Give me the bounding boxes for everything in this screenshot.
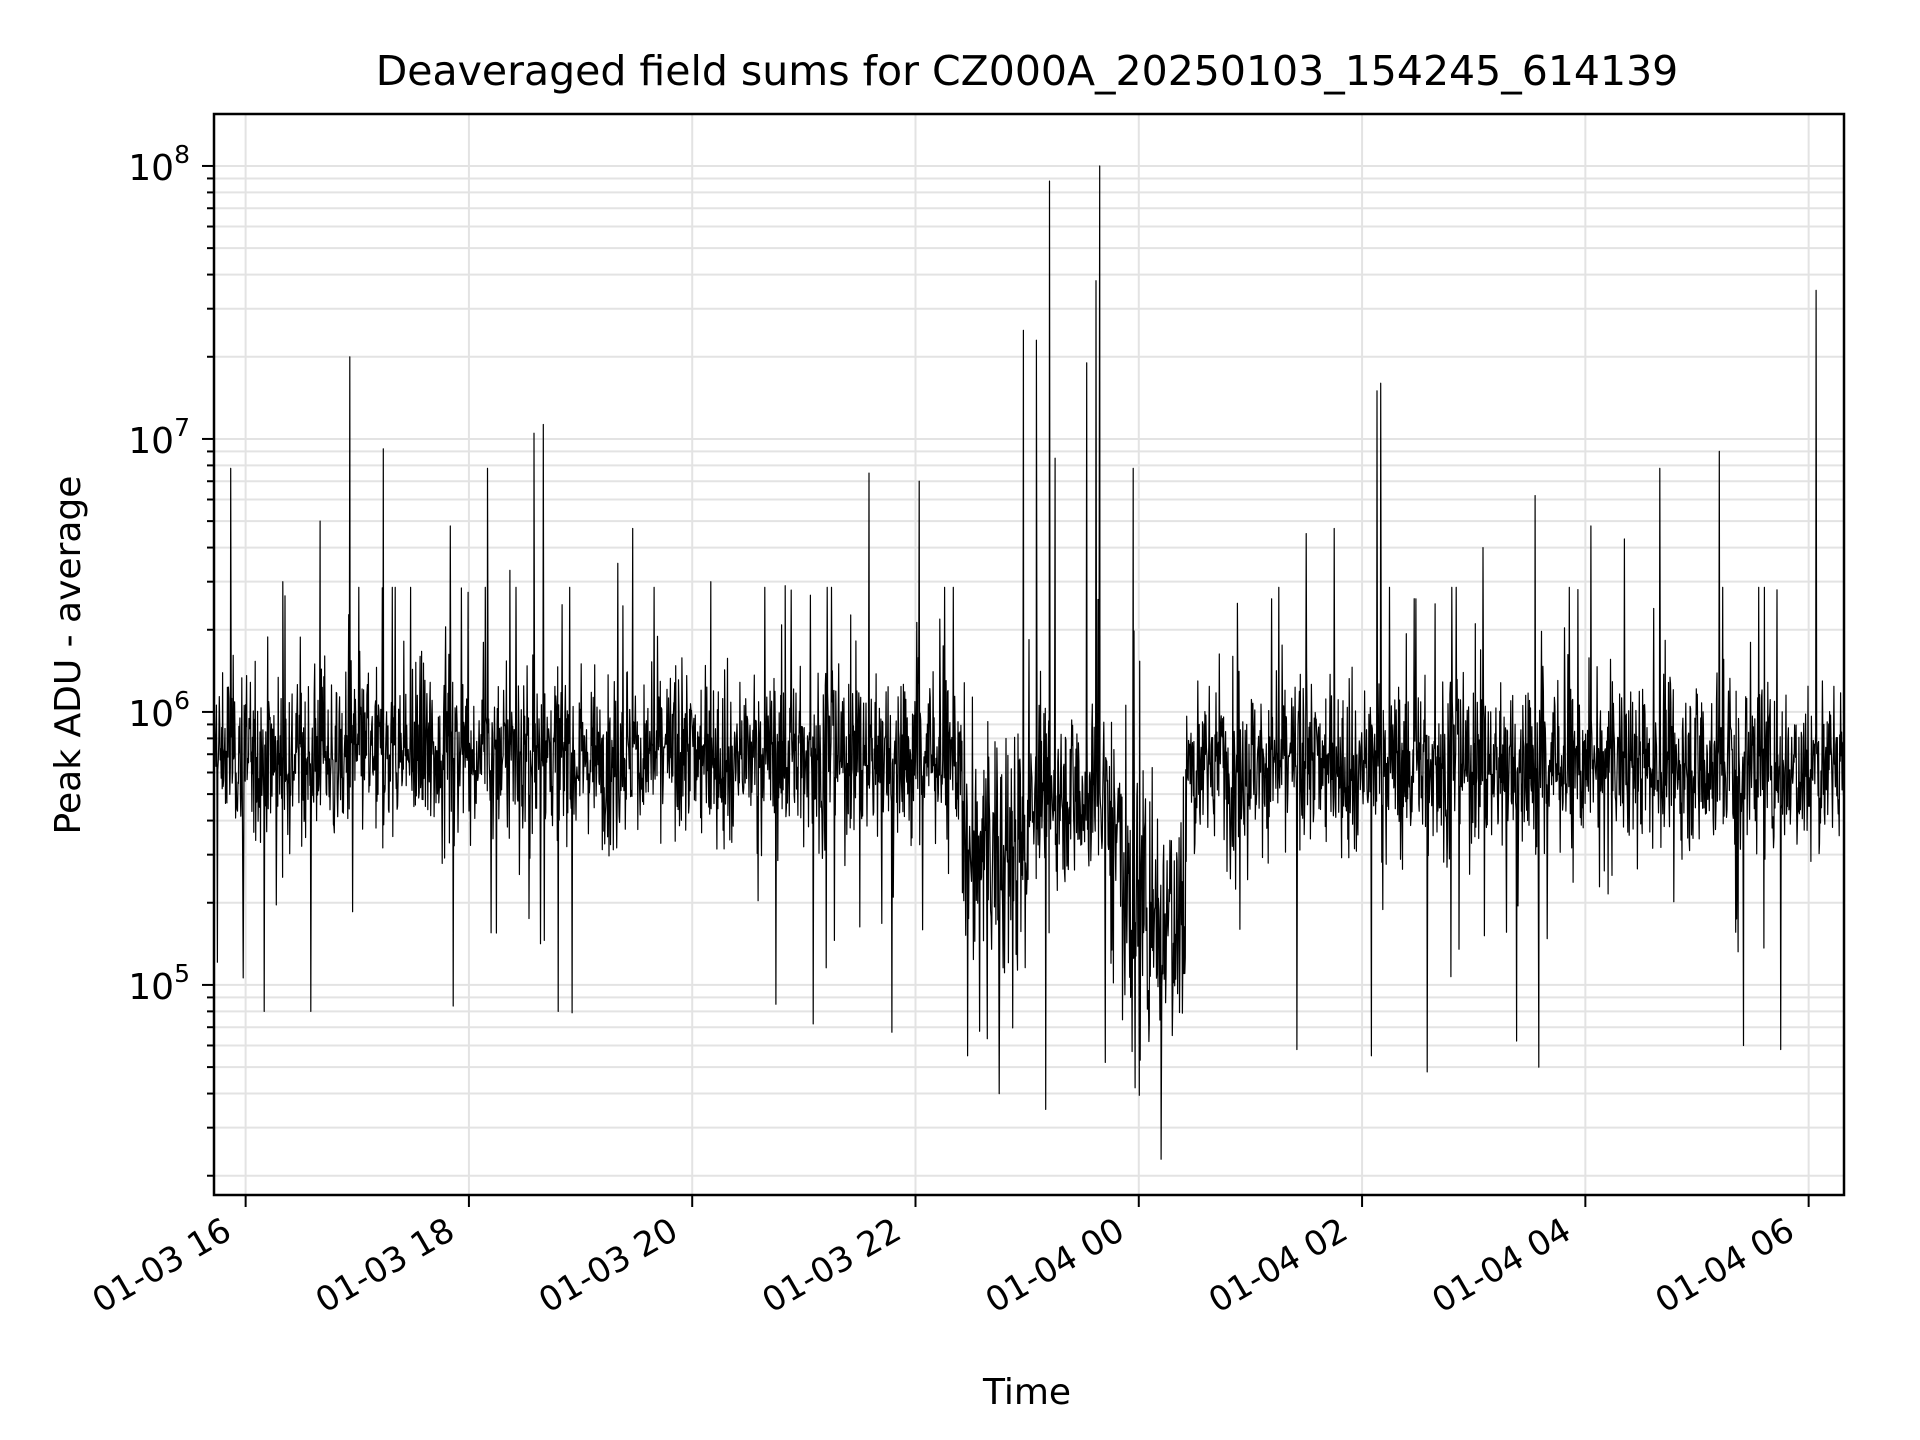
x-axis-label: Time bbox=[982, 1372, 1071, 1413]
x-tick-label: 01-04 02 bbox=[1202, 1210, 1354, 1321]
y-axis-label: Peak ADU - average bbox=[48, 476, 89, 835]
y-axis: 105 106 107 108 bbox=[128, 140, 214, 1177]
x-tick-label: 01-04 00 bbox=[979, 1210, 1131, 1321]
x-axis: 01-03 16 01-03 18 01-03 20 01-03 22 01-04 00… bbox=[86, 1195, 1810, 1321]
y-tick-label: 107 bbox=[128, 413, 190, 462]
x-tick-label: 01-03 20 bbox=[532, 1210, 684, 1321]
y-tick-label: 108 bbox=[128, 140, 190, 189]
chart-title: Deaveraged field sums for CZ000A_2025010… bbox=[376, 47, 1679, 95]
x-tick-label: 01-03 16 bbox=[86, 1210, 238, 1321]
x-tick-label: 01-03 18 bbox=[309, 1210, 461, 1321]
x-tick-label: 01-04 06 bbox=[1649, 1210, 1801, 1321]
series-path bbox=[213, 165, 1845, 1160]
y-tick-label: 106 bbox=[128, 686, 190, 735]
x-tick-label: 01-04 04 bbox=[1425, 1210, 1577, 1321]
x-tick-label: 01-03 22 bbox=[756, 1210, 908, 1321]
y-tick-label: 105 bbox=[128, 959, 190, 1008]
series-line bbox=[213, 165, 1845, 1160]
plot-frame bbox=[212, 112, 1846, 1197]
